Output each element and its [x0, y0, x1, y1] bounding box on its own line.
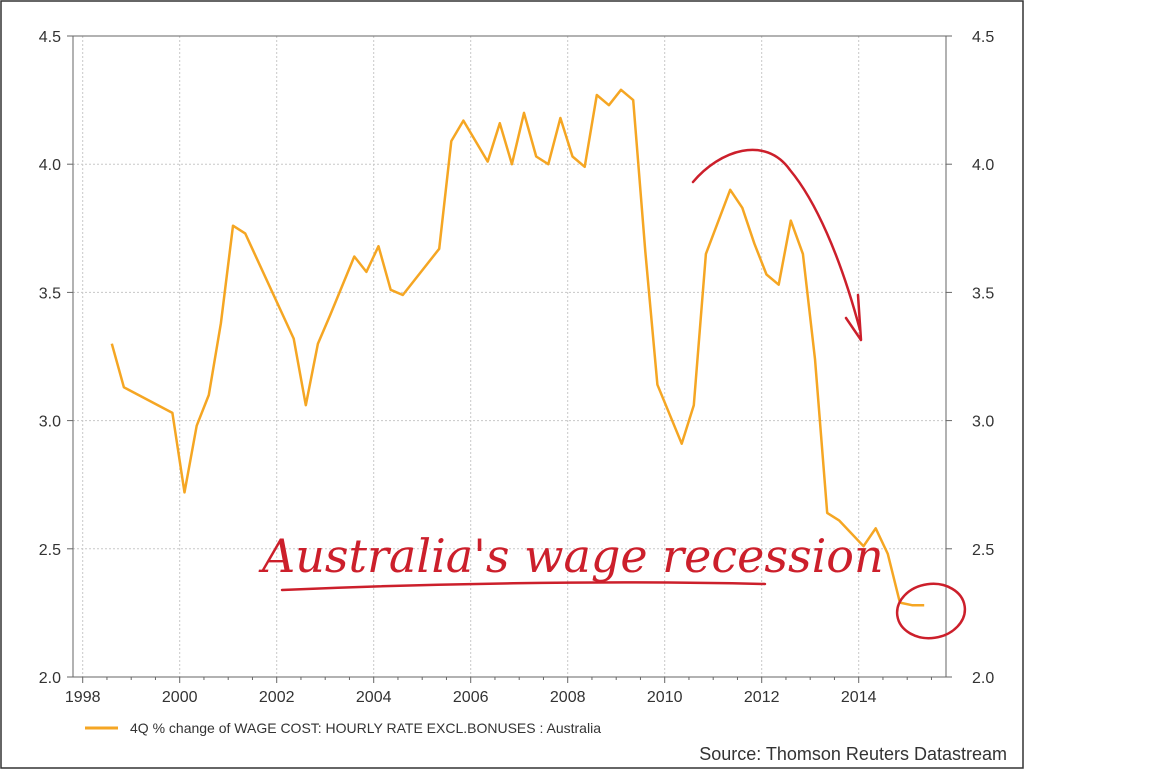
handwritten-annotation: Australia's wage recession: [258, 529, 884, 583]
y-axis-labels-left: 2.0 2.5 3.0 3.5 4.0 4.5: [39, 29, 61, 687]
x-tick-label: 2012: [744, 689, 780, 706]
x-tick-label: 2000: [162, 689, 198, 706]
y-tick-label-left: 4.5: [39, 29, 61, 46]
gridlines: [73, 35, 946, 678]
highlight-circle: [895, 582, 967, 640]
y-tick-label-left: 2.5: [39, 542, 61, 559]
downward-arrow-curve: [691, 148, 862, 332]
legend-label: 4Q % change of WAGE COST: HOURLY RATE EX…: [130, 720, 601, 736]
y-tick-label-left: 2.0: [39, 670, 61, 687]
source-label: Source: Thomson Reuters Datastream: [699, 744, 1007, 764]
x-tick-label: 2008: [550, 689, 586, 706]
x-tick-label: 2010: [647, 689, 683, 706]
x-tick-label: 2006: [453, 689, 489, 706]
y-axis-labels-right: 2.0 2.5 3.0 3.5 4.0 4.5: [972, 29, 994, 687]
y-tick-label-left: 3.5: [39, 285, 61, 302]
series-line-wage-cost: [110, 88, 925, 607]
plot-area: [72, 35, 947, 678]
annotation-underline: [280, 581, 767, 592]
series-lines: [110, 88, 925, 607]
y-tick-label-right: 4.0: [972, 157, 994, 174]
downward-arrow-head: [844, 293, 863, 342]
y-tick-label-right: 2.5: [972, 542, 994, 559]
y-tick-label-right: 4.5: [972, 29, 994, 46]
y-tick-label-right: 2.0: [972, 670, 994, 687]
chart-border: [0, 0, 1024, 769]
x-tick-label: 2014: [841, 689, 877, 706]
y-tick-label-left: 4.0: [39, 157, 61, 174]
x-axis-labels: 1998 2000 2002 2004 2006 2008 2010 2012 2014: [65, 689, 877, 706]
axis-ticks: [67, 35, 952, 683]
y-tick-label-right: 3.5: [972, 285, 994, 302]
x-tick-label: 2002: [259, 689, 295, 706]
y-tick-label-left: 3.0: [39, 414, 61, 431]
x-tick-label: 2004: [356, 689, 392, 706]
y-tick-label-right: 3.0: [972, 414, 994, 431]
x-tick-label: 1998: [65, 689, 101, 706]
